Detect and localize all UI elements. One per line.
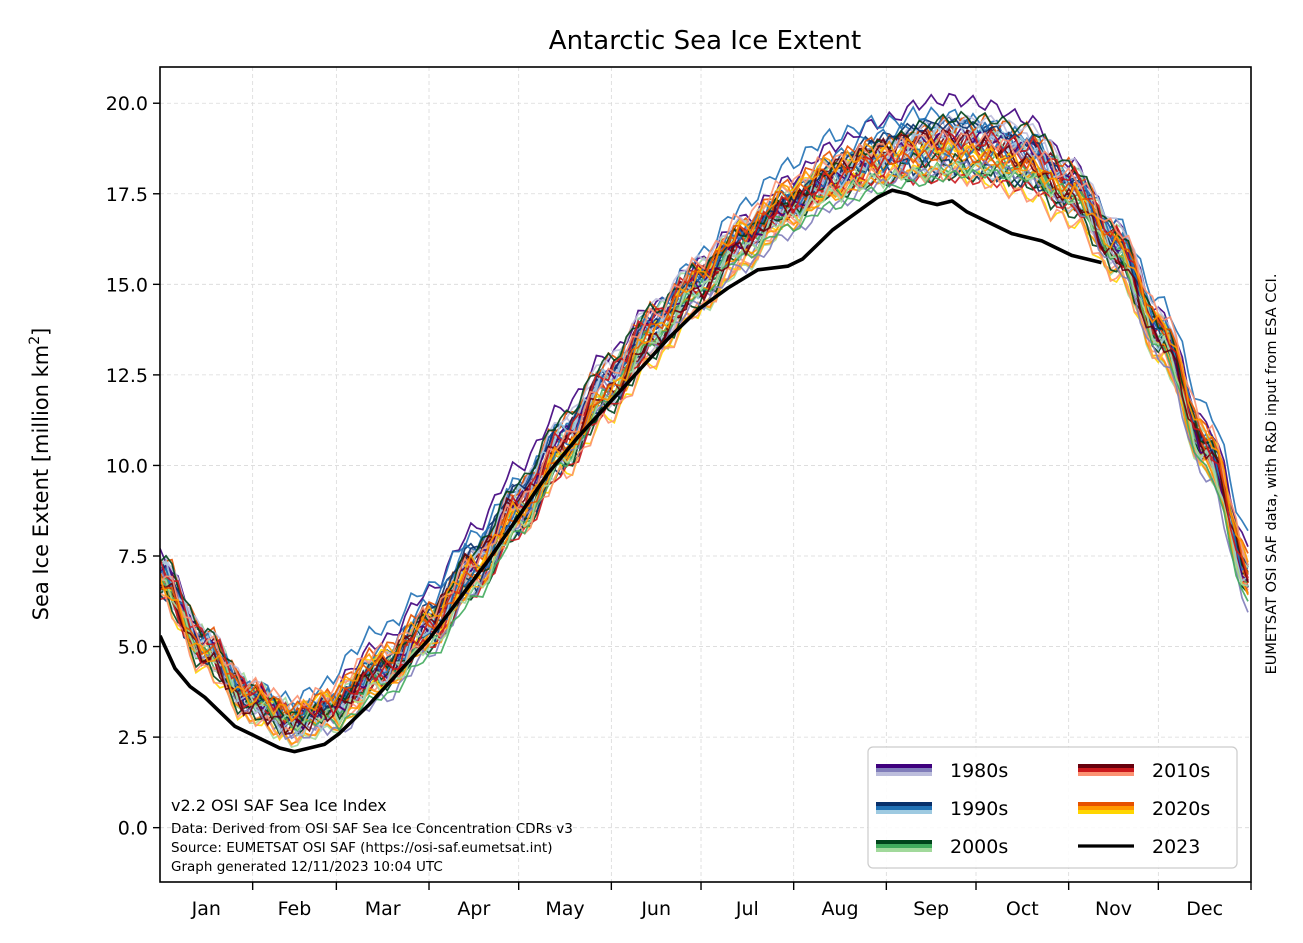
x-axis-ticks: Jan Feb Mar Apr May Jun Jul Aug Sep Oct Nov Dec [191, 882, 1252, 920]
legend-box [867, 746, 1238, 869]
legend-swatch [876, 768, 932, 772]
y-axis-label: Sea Ice Extent [million km2] [27, 328, 53, 621]
month-label: Mar [365, 898, 401, 920]
series-line-2023 [160, 188, 1102, 754]
month-label: Sep [913, 898, 949, 920]
y-tick-label: 0.0 [118, 818, 148, 840]
month-label: Nov [1095, 898, 1132, 920]
month-label: Jul [735, 898, 759, 920]
legend-swatch [876, 848, 932, 852]
series-line-historical [160, 137, 1249, 723]
note-version: v2.2 OSI SAF Sea Ice Index [171, 796, 387, 815]
month-label: Jun [640, 898, 671, 920]
month-label: Feb [278, 898, 312, 920]
month-label: Dec [1186, 898, 1223, 920]
legend-label: 2023 [1152, 836, 1200, 858]
chart-title: Antarctic Sea Ice Extent [549, 26, 861, 56]
note-source: Source: EUMETSAT OSI SAF (https://osi-sa… [171, 840, 552, 856]
legend-swatch [876, 844, 932, 848]
legend-label: 1980s [950, 760, 1008, 782]
legend: 1980s 1990s 2000s 2010s 2020s 2023 [867, 746, 1238, 869]
y-tick-label: 17.5 [106, 184, 148, 206]
month-label: Aug [821, 898, 858, 920]
legend-swatch [1078, 806, 1134, 810]
data-credit: EUMETSAT OSI SAF data, with R&D input fr… [1264, 274, 1280, 675]
legend-label: 2000s [950, 836, 1008, 858]
legend-swatch [876, 802, 932, 806]
legend-swatch [1078, 810, 1134, 814]
legend-swatch [1078, 764, 1134, 768]
legend-swatch [876, 806, 932, 810]
y-tick-label: 2.5 [118, 727, 148, 749]
legend-swatch [1078, 768, 1134, 772]
legend-label: 2010s [1152, 760, 1210, 782]
y-tick-label: 15.0 [106, 274, 148, 296]
month-label: Jan [191, 898, 221, 920]
series-line-historical [160, 168, 1249, 732]
legend-swatch [876, 810, 932, 814]
month-label: Oct [1006, 898, 1039, 920]
series-line-historical [160, 129, 1249, 712]
y-axis-ticks: 0.0 2.5 5.0 7.5 10.0 12.5 15.0 17.5 20.0 [106, 93, 160, 840]
y-tick-label: 20.0 [106, 93, 148, 115]
grid [160, 67, 1251, 882]
legend-swatch [1078, 802, 1134, 806]
series-lines [160, 92, 1249, 754]
legend-swatch [876, 840, 932, 844]
legend-label: 1990s [950, 798, 1008, 820]
legend-label: 2020s [1152, 798, 1210, 820]
y-tick-label: 7.5 [118, 546, 148, 568]
y-tick-label: 10.0 [106, 455, 148, 477]
series-line-historical [160, 92, 1249, 718]
legend-swatch [876, 772, 932, 776]
legend-swatch [876, 764, 932, 768]
y-tick-label: 5.0 [118, 637, 148, 659]
series-line-historical [160, 150, 1249, 737]
data-notes: v2.2 OSI SAF Sea Ice Index Data: Derived… [171, 796, 573, 875]
note-data: Data: Derived from OSI SAF Sea Ice Conce… [171, 821, 573, 837]
legend-swatch [1078, 772, 1134, 776]
month-label: Apr [457, 898, 490, 920]
note-generated: Graph generated 12/11/2023 10:04 UTC [171, 859, 443, 875]
plot-frame [159, 66, 1252, 883]
y-tick-label: 12.5 [106, 365, 148, 387]
month-label: May [545, 898, 584, 920]
